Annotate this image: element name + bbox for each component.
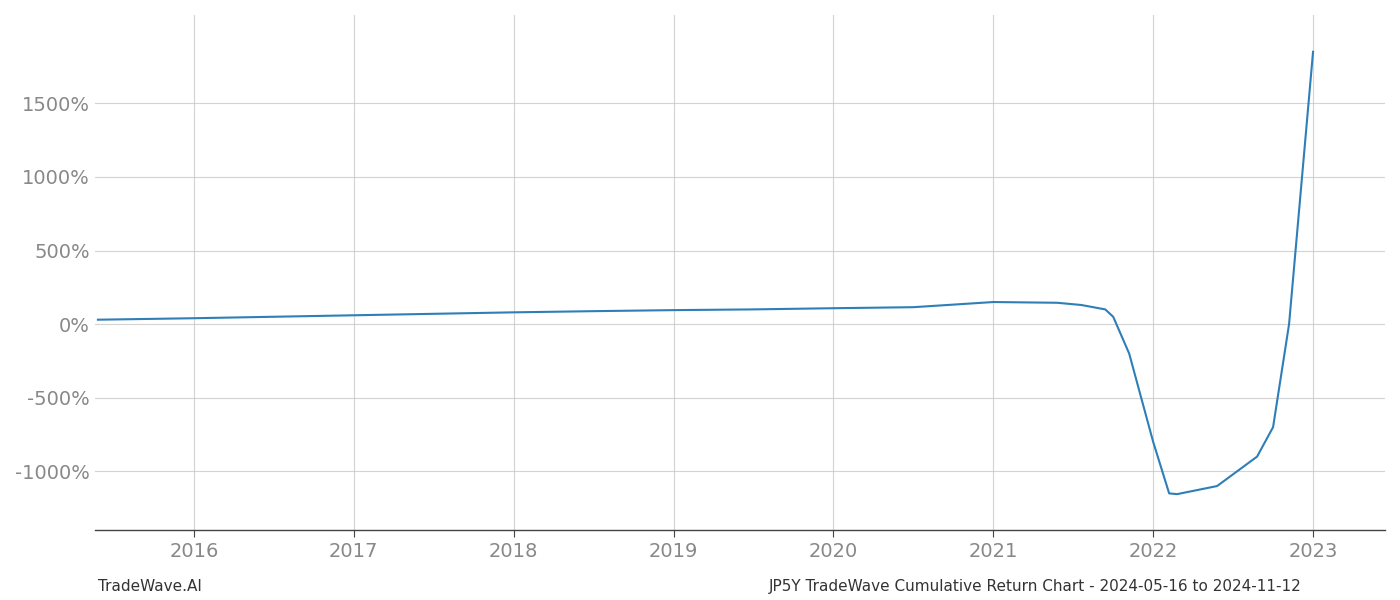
- Text: JP5Y TradeWave Cumulative Return Chart - 2024-05-16 to 2024-11-12: JP5Y TradeWave Cumulative Return Chart -…: [769, 579, 1302, 594]
- Text: TradeWave.AI: TradeWave.AI: [98, 579, 202, 594]
